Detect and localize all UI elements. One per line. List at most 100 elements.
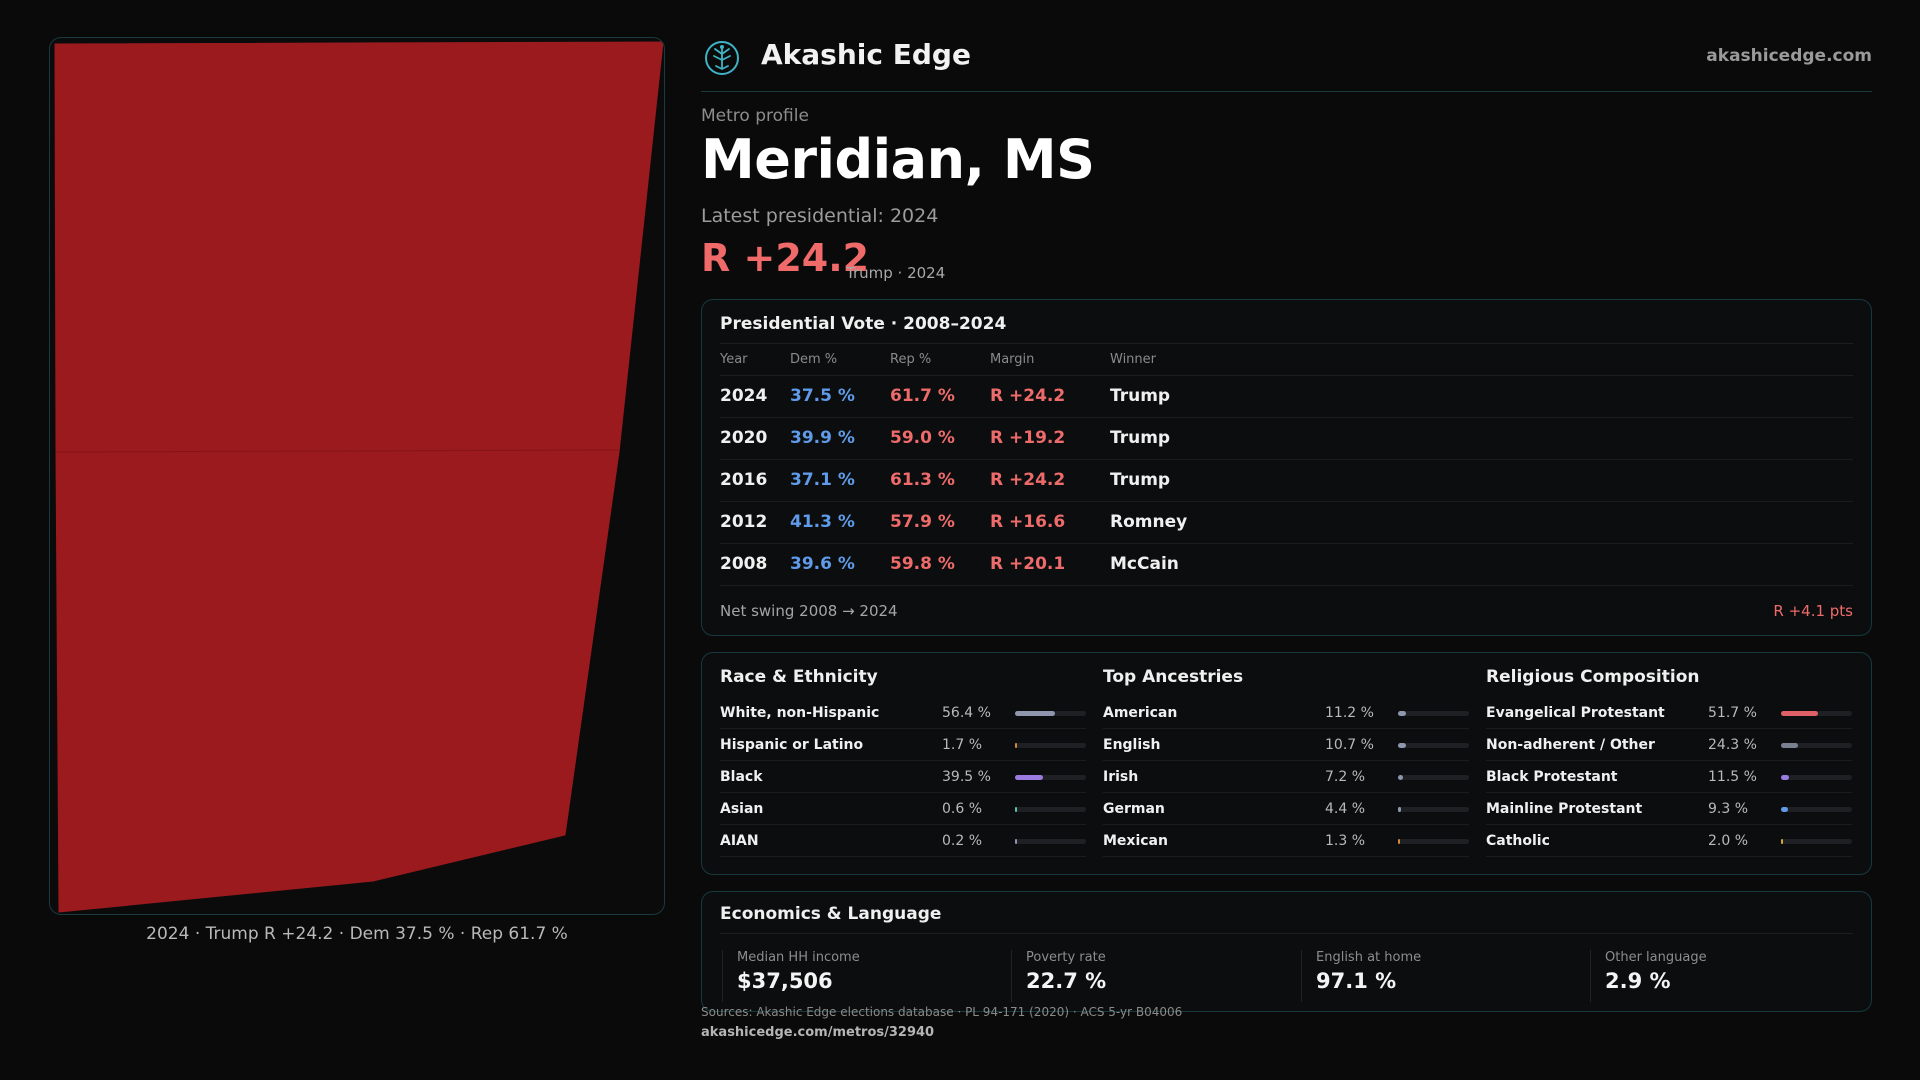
demo-row: Hispanic or Latino 1.7 %	[720, 729, 1086, 761]
table-row: 2012 41.3 % 57.9 % R +16.6 Romney	[720, 502, 1853, 544]
demo-row: German 4.4 %	[1103, 793, 1469, 825]
demo-row: Non-adherent / Other 24.3 %	[1486, 729, 1852, 761]
stat-value: 97.1 %	[1316, 969, 1397, 993]
demo-bar-fill	[1015, 775, 1044, 780]
econ-card-title: Economics & Language	[720, 904, 942, 924]
demo-bar-fill	[1015, 839, 1017, 844]
stat-label: English at home	[1316, 950, 1422, 965]
header-dem: Dem %	[790, 352, 838, 367]
row-margin: R +24.2	[990, 470, 1066, 490]
demo-label: Evangelical Protestant	[1486, 705, 1665, 721]
row-year: 2024	[720, 386, 768, 406]
presidential-vote-card: Presidential Vote · 2008–2024 Year Dem %…	[701, 299, 1872, 636]
demo-bar-track	[1781, 711, 1852, 716]
demo-label: Mexican	[1103, 833, 1168, 849]
econ-stat-english-at-home: English at home 97.1 %	[1301, 950, 1566, 1002]
latest-margin-subtitle: Trump · 2024	[846, 264, 946, 282]
stat-label: Median HH income	[737, 950, 860, 965]
demo-bar-fill	[1015, 743, 1017, 748]
stat-value: 2.9 %	[1605, 969, 1671, 993]
map-caption: 2024 · Trump R +24.2 · Dem 37.5 % · Rep …	[146, 924, 568, 944]
demo-row: Catholic 2.0 %	[1486, 825, 1852, 857]
demo-row: Irish 7.2 %	[1103, 761, 1469, 793]
demo-bar-fill	[1781, 711, 1818, 716]
econ-stat-other-language: Other language 2.9 %	[1590, 950, 1855, 1002]
demo-bar-fill	[1398, 711, 1406, 716]
row-margin: R +19.2	[990, 428, 1066, 448]
stat-label: Poverty rate	[1026, 950, 1106, 965]
row-margin: R +16.6	[990, 512, 1066, 532]
demo-bar-fill	[1398, 775, 1404, 780]
table-row: 2008 39.6 % 59.8 % R +20.1 McCain	[720, 544, 1853, 586]
metro-url-link[interactable]: akashicedge.com/metros/32940	[701, 1025, 935, 1040]
section-title: Religious Composition	[1486, 667, 1700, 687]
row-winner: Romney	[1110, 512, 1188, 532]
demo-value: 39.5 %	[942, 769, 991, 785]
table-row: 2024 37.5 % 61.7 % R +24.2 Trump	[720, 376, 1853, 418]
demo-value: 0.2 %	[942, 833, 983, 849]
demo-row: Evangelical Protestant 51.7 %	[1486, 697, 1852, 729]
demo-value: 24.3 %	[1708, 737, 1757, 753]
row-winner: Trump	[1110, 470, 1171, 490]
economics-language-card: Economics & Language Median HH income $3…	[701, 891, 1872, 1012]
net-swing-label: Net swing 2008 → 2024	[720, 602, 898, 620]
demo-value: 7.2 %	[1325, 769, 1366, 785]
sources-note: Sources: Akashic Edge elections database…	[701, 1005, 1183, 1019]
demo-label: White, non-Hispanic	[720, 705, 880, 721]
latest-margin: R +24.2	[701, 236, 870, 280]
demo-bar-fill	[1015, 807, 1017, 812]
county-boundary-line	[55, 449, 620, 453]
demo-row: Black Protestant 11.5 %	[1486, 761, 1852, 793]
demo-bar-track	[1781, 743, 1852, 748]
brand-header: Akashic Edge akashicedge.com	[701, 34, 1872, 92]
row-year: 2008	[720, 554, 768, 574]
demo-bar-fill	[1398, 807, 1402, 812]
demo-value: 51.7 %	[1708, 705, 1757, 721]
header-winner: Winner	[1110, 352, 1157, 367]
demo-bar-fill	[1781, 743, 1799, 748]
county-shape-north	[54, 41, 664, 453]
demo-bar-track	[1015, 775, 1086, 780]
table-row: 2020 39.9 % 59.0 % R +19.2 Trump	[720, 418, 1853, 460]
demo-row: AIAN 0.2 %	[720, 825, 1086, 857]
demo-label: English	[1103, 737, 1161, 753]
metro-profile-column: Akashic Edge akashicedge.com Metro profi…	[701, 0, 1872, 1080]
row-rep: 59.0 %	[890, 428, 955, 448]
demo-label: Mainline Protestant	[1486, 801, 1643, 817]
row-rep: 57.9 %	[890, 512, 955, 532]
county-shape-south	[55, 451, 620, 913]
header-year: Year	[720, 352, 748, 367]
row-winner: Trump	[1110, 428, 1171, 448]
demo-value: 2.0 %	[1708, 833, 1749, 849]
demo-bar-track	[1015, 839, 1086, 844]
metro-name: Meridian, MS	[701, 128, 1095, 191]
demo-label: Asian	[720, 801, 764, 817]
demo-value: 0.6 %	[942, 801, 983, 817]
demo-bar-track	[1398, 839, 1469, 844]
demo-bar-track	[1015, 743, 1086, 748]
demo-bar-track	[1015, 711, 1086, 716]
vote-card-title: Presidential Vote · 2008–2024	[720, 314, 1007, 334]
demo-bar-track	[1015, 807, 1086, 812]
demo-value: 4.4 %	[1325, 801, 1366, 817]
demo-bar-fill	[1781, 807, 1788, 812]
profile-label: Metro profile	[701, 106, 809, 126]
county-map-panel	[49, 37, 665, 915]
header-rep: Rep %	[890, 352, 932, 367]
row-margin: R +24.2	[990, 386, 1066, 406]
brand-site-link[interactable]: akashicedge.com	[1706, 46, 1872, 66]
demo-bar-fill	[1015, 711, 1056, 716]
demo-label: AIAN	[720, 833, 759, 849]
county-map	[54, 41, 664, 913]
header-margin: Margin	[990, 352, 1035, 367]
demo-value: 11.2 %	[1325, 705, 1374, 721]
brand-name: Akashic Edge	[761, 38, 971, 71]
row-dem: 37.5 %	[790, 386, 855, 406]
row-rep: 59.8 %	[890, 554, 955, 574]
demo-value: 10.7 %	[1325, 737, 1374, 753]
demo-value: 9.3 %	[1708, 801, 1749, 817]
row-rep: 61.7 %	[890, 386, 955, 406]
row-winner: Trump	[1110, 386, 1171, 406]
table-row: 2016 37.1 % 61.3 % R +24.2 Trump	[720, 460, 1853, 502]
demo-label: Non-adherent / Other	[1486, 737, 1655, 753]
